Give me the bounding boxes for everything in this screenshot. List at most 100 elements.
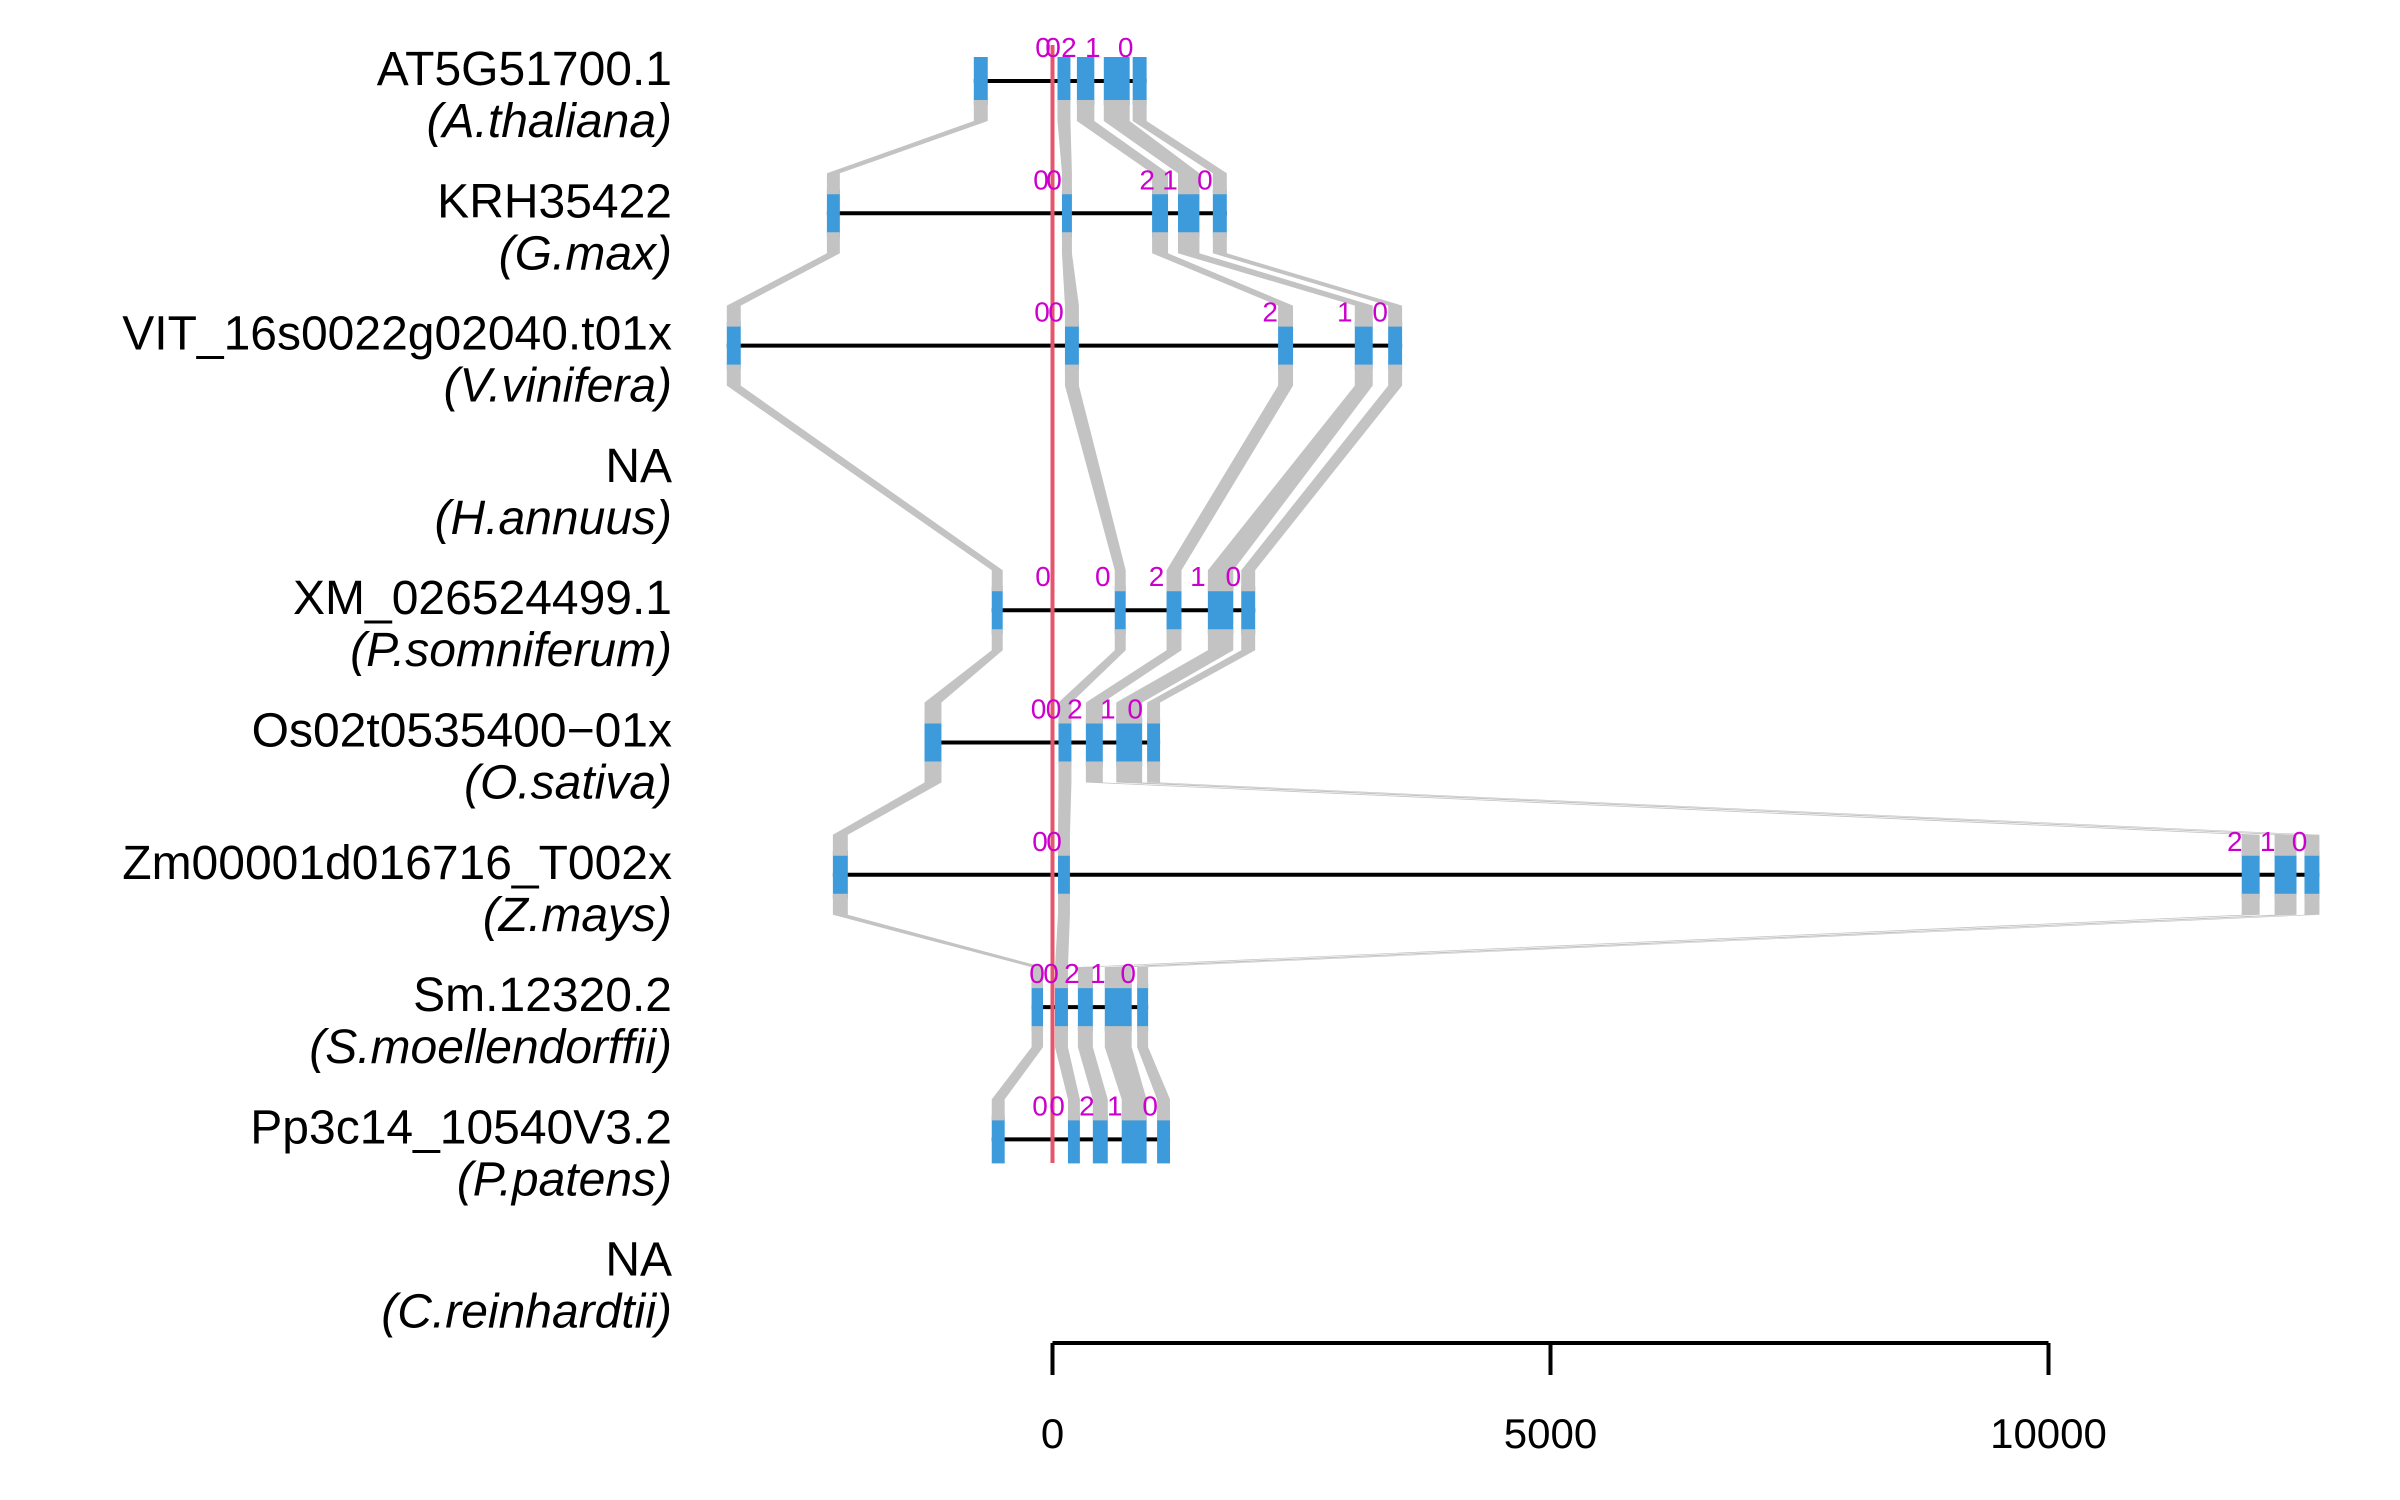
phase-label: 0 bbox=[1029, 958, 1045, 989]
exon-link-ribbon bbox=[1054, 893, 1070, 989]
axis-tick-label: 0 bbox=[1041, 1410, 1064, 1457]
phase-label: 2 bbox=[1262, 297, 1278, 328]
exon-rect bbox=[1137, 983, 1149, 1032]
phase-label: 2 bbox=[1067, 694, 1083, 725]
gene-id-label: Zm00001d016716_T002x bbox=[122, 837, 672, 890]
phase-label: 0 bbox=[1031, 694, 1047, 725]
exon-link-ribbon bbox=[1061, 232, 1079, 327]
exon-link-ribbon bbox=[1103, 100, 1200, 195]
exon-rect bbox=[1058, 718, 1072, 767]
species-label: (P.somniferum) bbox=[350, 624, 672, 677]
phase-label: 2 bbox=[1139, 164, 1155, 195]
exon-rect bbox=[991, 586, 1003, 635]
phase-label: 0 bbox=[1225, 561, 1241, 592]
exon-link-ribbon bbox=[1212, 232, 1403, 327]
exon-link-ribbon bbox=[1207, 364, 1373, 592]
exon-rect bbox=[1077, 983, 1093, 1032]
phase-label: 2 bbox=[1149, 561, 1165, 592]
exon-rect bbox=[1354, 321, 1373, 370]
exon-link-ribbon bbox=[1137, 893, 2320, 989]
axis-tick-label: 5000 bbox=[1504, 1410, 1597, 1457]
exon-link-ribbon bbox=[1054, 1026, 1080, 1121]
phase-label: 0 bbox=[1045, 32, 1061, 63]
exon-rect bbox=[1092, 1115, 1108, 1164]
exon-rect bbox=[1157, 1115, 1171, 1164]
exon-rect bbox=[1114, 586, 1126, 635]
phase-label: 0 bbox=[1120, 958, 1136, 989]
exon-link-ribbon bbox=[1077, 1026, 1108, 1121]
species-label: (Z.mays) bbox=[483, 889, 672, 942]
exon-link-ribbon bbox=[1166, 364, 1294, 592]
phase-label: 1 bbox=[1190, 561, 1206, 592]
exon-rect bbox=[1116, 718, 1143, 767]
species-label: (H.annuus) bbox=[435, 492, 672, 545]
phase-label: 0 bbox=[1034, 297, 1050, 328]
exon-link-ribbon bbox=[1085, 761, 2260, 856]
phase-label: 1 bbox=[1085, 32, 1101, 63]
exon-rect bbox=[832, 850, 848, 899]
exon-link-ribbon bbox=[1057, 100, 1072, 195]
phase-label: 0 bbox=[1048, 297, 1064, 328]
axis-tick-label: 10000 bbox=[1990, 1410, 2107, 1457]
exon-rect bbox=[1388, 321, 1403, 370]
exon-link-ribbon bbox=[1085, 629, 1182, 724]
exon-link-ribbon bbox=[1104, 893, 2297, 989]
exon-rect bbox=[1067, 1115, 1080, 1164]
exon-link-ribbon bbox=[1137, 1026, 1171, 1121]
exon-rect bbox=[1132, 57, 1147, 105]
species-label: (A.thaliana) bbox=[427, 95, 672, 148]
species-label: (P.patens) bbox=[457, 1153, 672, 1206]
exon-rect bbox=[1166, 586, 1182, 635]
phase-label: 0 bbox=[1032, 1090, 1048, 1121]
phase-label: 0 bbox=[1095, 561, 1111, 592]
exon-link-ribbon bbox=[1116, 761, 2297, 856]
gene-id-label: KRH35422 bbox=[437, 175, 672, 228]
homology-ribbons bbox=[726, 100, 2320, 1121]
phase-label: 0 bbox=[2292, 826, 2308, 857]
species-label: (S.moellendorffii) bbox=[309, 1021, 672, 1074]
phase-label: 0 bbox=[1043, 958, 1059, 989]
phase-label: 0 bbox=[1035, 561, 1051, 592]
exon-link-ribbon bbox=[1152, 232, 1294, 327]
exon-rect bbox=[1152, 189, 1169, 238]
exon-link-ribbon bbox=[1241, 364, 1403, 592]
gene-id-label: VIT_16s0022g02040.t01x bbox=[122, 308, 672, 361]
gene-id-label: NA bbox=[605, 1234, 672, 1287]
exon-link-ribbon bbox=[1116, 629, 1234, 724]
phase-label: 0 bbox=[1046, 164, 1062, 195]
exon-rect bbox=[1057, 850, 1070, 899]
phase-label: 0 bbox=[1049, 1090, 1065, 1121]
phase-label: 0 bbox=[1046, 694, 1062, 725]
exon-rect bbox=[973, 57, 988, 105]
exon-link-ribbon bbox=[726, 364, 1003, 592]
exon-rect bbox=[726, 321, 741, 370]
phase-label: 0 bbox=[1032, 826, 1048, 857]
exon-link-ribbon bbox=[1077, 893, 2260, 989]
exon-link-ribbon bbox=[832, 761, 942, 856]
species-label: (V.vinifera) bbox=[444, 360, 673, 413]
phase-label: 0 bbox=[1118, 32, 1134, 63]
exon-link-ribbon bbox=[832, 893, 1044, 989]
exon-link-ribbon bbox=[1177, 232, 1373, 327]
gene-id-label: AT5G51700.1 bbox=[377, 43, 672, 96]
exon-rect bbox=[1103, 57, 1130, 105]
phase-label: 0 bbox=[1033, 164, 1049, 195]
exon-link-ribbon bbox=[1058, 629, 1126, 724]
exon-rect bbox=[1054, 983, 1068, 1032]
phase-label: 1 bbox=[1107, 1090, 1123, 1121]
exon-rect bbox=[2241, 850, 2260, 899]
exon-link-ribbon bbox=[1076, 100, 1169, 195]
exon-link-ribbon bbox=[924, 629, 1003, 724]
species-label: (G.max) bbox=[499, 227, 672, 280]
phase-label: 0 bbox=[1046, 826, 1062, 857]
exon-rect bbox=[1031, 983, 1044, 1032]
phase-label: 2 bbox=[1079, 1090, 1095, 1121]
exon-link-ribbon bbox=[1147, 629, 1256, 724]
phase-label: 2 bbox=[1064, 958, 1080, 989]
phase-label: 0 bbox=[1127, 694, 1143, 725]
exon-rect bbox=[1076, 57, 1095, 105]
exon-boxes bbox=[726, 57, 2320, 1164]
phase-label: 1 bbox=[1162, 164, 1178, 195]
